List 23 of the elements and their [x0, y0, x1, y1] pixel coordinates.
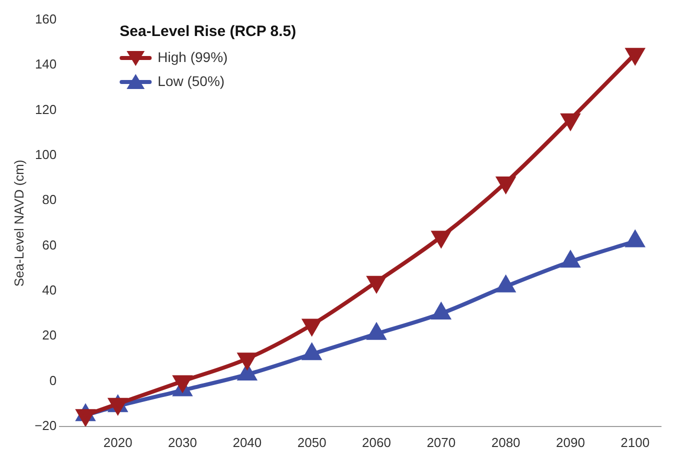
y-tick-label: 100 — [34, 147, 57, 162]
x-tick-label: 2090 — [556, 434, 585, 450]
y-tick-label: 120 — [34, 102, 57, 117]
y-tick-label: 40 — [42, 282, 57, 298]
x-tick-label: 2040 — [232, 434, 262, 450]
legend-title: Sea-Level Rise (RCP 8.5) — [120, 23, 296, 40]
y-tick-label: 0 — [49, 372, 57, 388]
legend-label: High (99%) — [158, 48, 228, 65]
x-tick-label: 2020 — [103, 434, 132, 450]
x-tick-label: 2100 — [620, 434, 650, 450]
x-tick-label: 2050 — [297, 434, 326, 450]
y-tick-label: 20 — [42, 328, 57, 343]
y-axis-title: Sea-Level NAVD (cm) — [11, 160, 26, 287]
y-tick-label: 160 — [34, 12, 57, 27]
legend-label: Low (50%) — [158, 72, 225, 89]
y-tick-label: 80 — [42, 192, 57, 208]
x-tick-label: 2070 — [426, 434, 456, 450]
x-tick-label: 2060 — [362, 434, 391, 450]
y-tick-label: −20 — [34, 418, 57, 433]
y-tick-label: 140 — [34, 56, 57, 72]
y-tick-label: 60 — [42, 237, 57, 252]
x-tick-label: 2080 — [491, 434, 520, 450]
x-tick-label: 2030 — [168, 434, 197, 450]
